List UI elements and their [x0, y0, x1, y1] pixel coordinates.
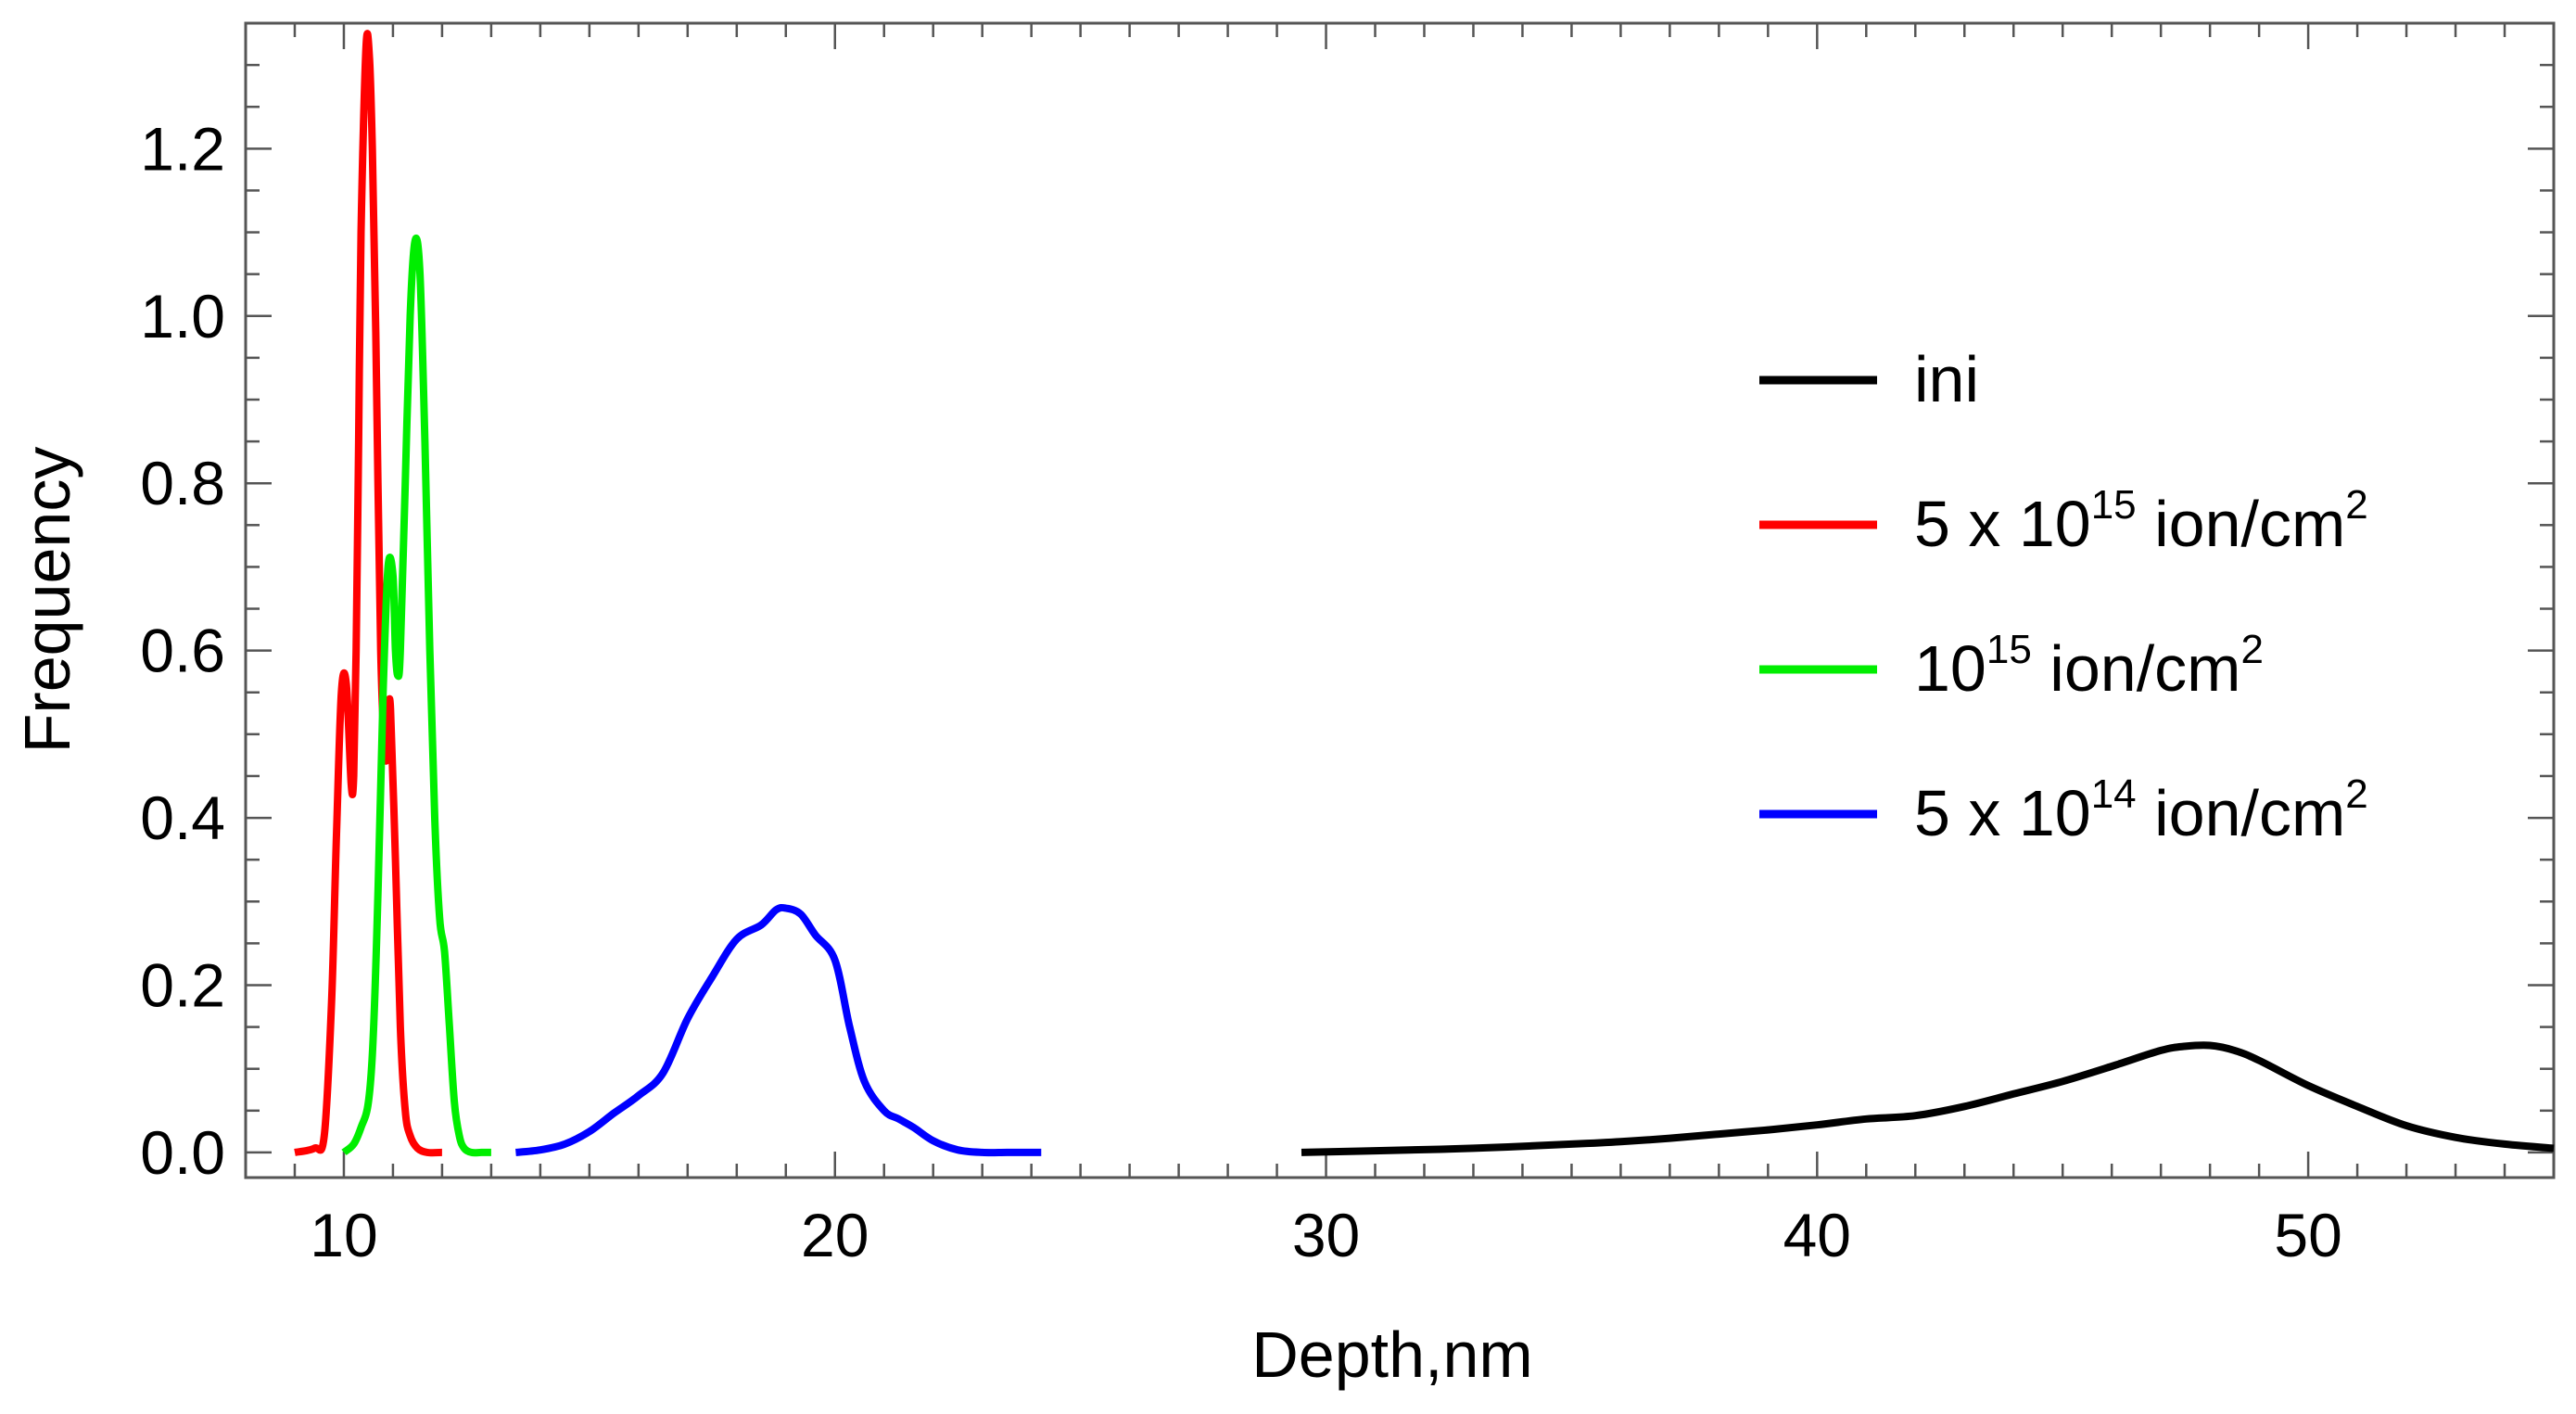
series-line-0 [1301, 1041, 2555, 1156]
x-tick-label-10: 10 [310, 1201, 377, 1269]
x-tick-label-20: 20 [801, 1201, 869, 1269]
y-tick-label-4: 0.8 [140, 449, 225, 517]
y-tick-label-2: 0.4 [140, 783, 225, 852]
series-line-3 [515, 903, 1042, 1157]
legend-label-5e14: 5 x 1014 ion/cm2 [1914, 771, 2368, 849]
x-axis-title: Depth,nm [1251, 1318, 1532, 1391]
legend-entry-ini: ini [1759, 343, 1979, 415]
plot-frame [244, 21, 2556, 1179]
legend-label-1e15: 1015 ion/cm2 [1914, 627, 2264, 705]
series-line-2 [341, 234, 491, 1157]
y-axis-title: Frequency [11, 447, 83, 754]
series-line-1 [294, 30, 442, 1157]
x-tick-label-30: 30 [1292, 1201, 1360, 1269]
legend-entry-5e14: 5 x 1014 ion/cm2 [1759, 771, 2368, 849]
legend-entry-1e15: 1015 ion/cm2 [1759, 627, 2264, 705]
ticks [244, 23, 2556, 1178]
x-tick-label-40: 40 [1783, 1201, 1851, 1269]
y-tick-label-0: 0.0 [140, 1118, 225, 1187]
series-lines [294, 30, 2555, 1157]
y-tick-label-3: 0.6 [140, 617, 225, 685]
y-tick-label-1: 0.2 [140, 951, 225, 1020]
tick-labels: 10 20 30 40 50 0.0 0.2 0.4 0.6 0.8 1.0 1.2 [140, 114, 2342, 1269]
legend-label-ini: ini [1914, 343, 1979, 415]
legend-entry-5e15: 5 x 1015 ion/cm2 [1759, 482, 2368, 560]
legend: ini 5 x 1015 ion/cm2 1015 ion/cm2 5 x 10… [1759, 343, 2368, 849]
y-tick-label-6: 1.2 [140, 114, 225, 183]
legend-label-5e15: 5 x 1015 ion/cm2 [1914, 482, 2368, 560]
y-tick-label-5: 1.0 [140, 282, 225, 350]
x-tick-label-50: 50 [2274, 1201, 2341, 1269]
